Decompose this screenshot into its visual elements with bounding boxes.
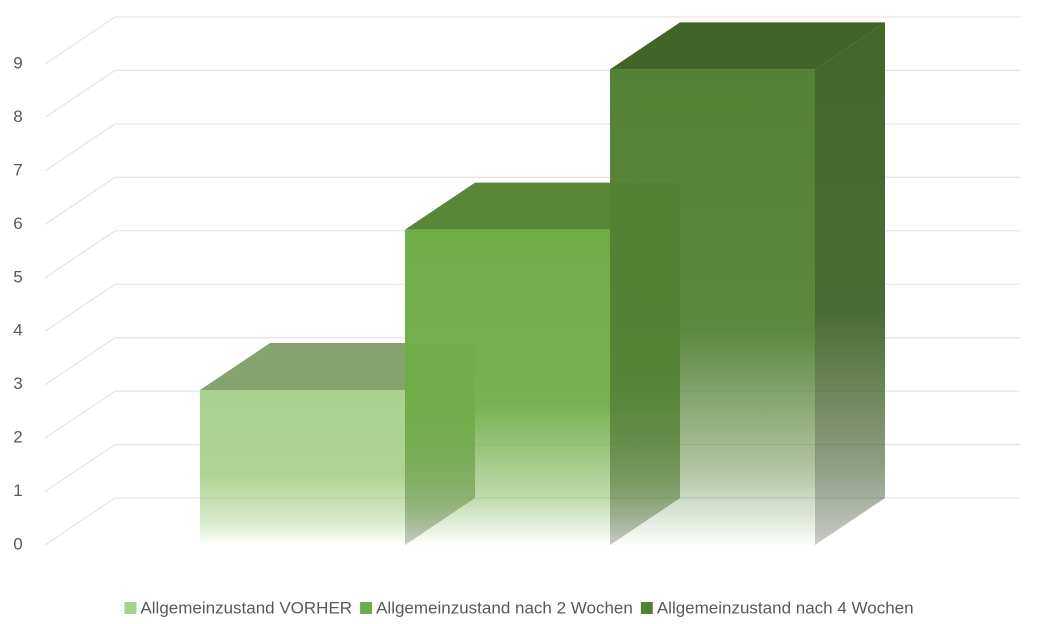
legend-label: Allgemeinzustand nach 4 Wochen — [657, 598, 914, 617]
legend-label: Allgemeinzustand VORHER — [140, 598, 352, 617]
y-tick-label: 6 — [13, 214, 22, 233]
bar-top — [610, 22, 885, 70]
grid-line — [44, 16, 1020, 65]
y-tick-label: 5 — [13, 267, 22, 286]
bar — [200, 390, 405, 545]
bar — [610, 69, 815, 545]
y-tick-label: 7 — [13, 160, 22, 179]
y-tick-label: 2 — [13, 428, 22, 447]
bar-side — [815, 22, 885, 546]
legend-swatch — [360, 602, 373, 614]
y-tick-label: 4 — [13, 321, 22, 340]
legend-swatch — [640, 602, 653, 614]
y-tick-label: 8 — [13, 107, 22, 126]
y-tick-label: 3 — [13, 374, 22, 393]
y-tick-label: 9 — [13, 53, 22, 72]
legend-label: Allgemeinzustand nach 2 Wochen — [376, 598, 633, 617]
y-tick-label: 1 — [13, 481, 22, 500]
legend-swatch — [124, 602, 137, 614]
y-tick-label: 0 — [13, 534, 22, 553]
bar — [405, 229, 610, 545]
